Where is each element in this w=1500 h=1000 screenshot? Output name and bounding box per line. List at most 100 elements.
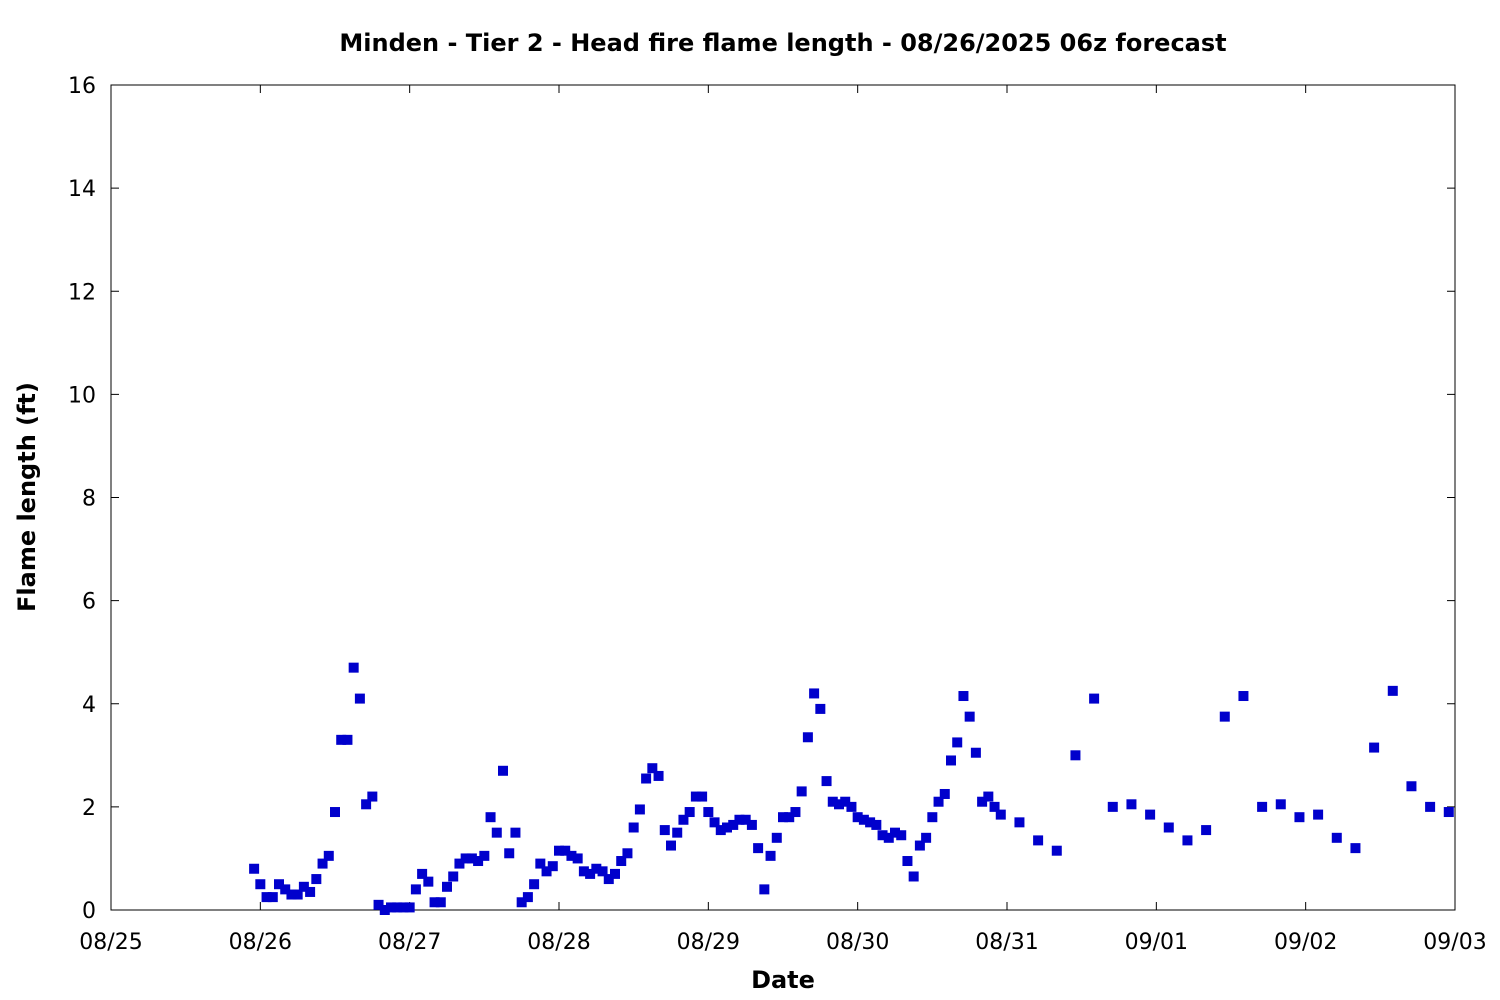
data-point	[1089, 693, 1100, 704]
data-point	[1238, 691, 1249, 702]
data-point	[852, 812, 863, 823]
x-tick-label: 08/30	[826, 930, 889, 955]
data-point	[709, 817, 720, 828]
data-point	[734, 814, 745, 825]
x-tick-label: 08/29	[677, 930, 740, 955]
data-point	[846, 801, 857, 812]
x-tick-label: 09/03	[1423, 930, 1486, 955]
data-point	[336, 734, 347, 745]
data-point	[722, 822, 732, 833]
data-point	[697, 791, 708, 802]
data-point	[827, 796, 838, 807]
y-tick-label: 8	[82, 487, 96, 512]
data-point	[977, 796, 988, 807]
data-point	[585, 868, 596, 879]
data-point	[728, 819, 739, 830]
x-axis-label: Date	[751, 966, 815, 994]
data-point	[417, 868, 428, 879]
data-point	[1182, 835, 1193, 846]
x-tick-label: 08/25	[79, 930, 142, 955]
data-point	[1051, 845, 1062, 856]
data-point	[1387, 685, 1398, 696]
data-point	[1443, 807, 1454, 818]
data-point	[871, 819, 882, 830]
data-point	[249, 863, 260, 874]
data-point	[535, 858, 546, 869]
data-point	[1219, 711, 1230, 722]
data-point	[759, 884, 770, 895]
data-point	[690, 791, 701, 802]
data-point	[1275, 799, 1286, 810]
data-point	[647, 763, 658, 774]
data-point	[1406, 781, 1417, 792]
data-point	[566, 850, 577, 861]
data-point	[1070, 750, 1081, 761]
data-point	[529, 879, 540, 890]
data-point	[386, 902, 396, 913]
data-point	[896, 830, 907, 841]
data-point	[840, 796, 851, 807]
data-point	[821, 776, 832, 787]
data-point	[641, 773, 652, 784]
y-tick-label: 12	[68, 280, 96, 305]
data-point	[554, 845, 564, 856]
x-axis: 08/25 08/26 08/27 08/28 08/29 08/30 08/31 09/01…	[79, 85, 1487, 955]
data-point	[746, 819, 757, 830]
data-point	[610, 868, 620, 879]
data-point	[1425, 801, 1436, 812]
x-tick-label: 08/27	[378, 930, 441, 955]
data-point	[802, 732, 813, 743]
data-point	[952, 737, 963, 748]
data-point	[659, 825, 670, 836]
data-point	[902, 856, 913, 867]
data-point	[1313, 809, 1324, 820]
data-point	[796, 786, 807, 797]
chart-title: Minden - Tier 2 - Head fire flame length…	[339, 29, 1226, 57]
x-tick-label: 09/01	[1125, 930, 1188, 955]
data-point	[970, 747, 981, 758]
data-point	[634, 804, 645, 815]
y-tick-label: 2	[82, 796, 96, 821]
data-point	[392, 902, 403, 913]
data-point	[1014, 817, 1025, 828]
data-point	[877, 830, 888, 841]
data-point	[809, 688, 820, 699]
x-tick-label: 09/02	[1274, 930, 1337, 955]
data-point	[591, 863, 602, 874]
data-point	[361, 799, 372, 810]
y-tick-label: 4	[82, 693, 96, 718]
data-point	[435, 897, 446, 908]
data-point	[628, 822, 639, 833]
data-point	[578, 866, 589, 877]
data-point	[765, 850, 776, 861]
data-point	[1350, 843, 1361, 854]
data-point	[298, 881, 309, 892]
data-point	[311, 874, 322, 885]
data-point	[603, 874, 614, 885]
data-point	[261, 892, 272, 903]
y-tick-label: 10	[68, 383, 96, 408]
data-point	[989, 801, 1000, 812]
y-tick-label: 14	[68, 177, 96, 202]
data-point	[1294, 812, 1305, 823]
data-point	[1126, 799, 1137, 810]
data-point	[410, 884, 421, 895]
data-point	[946, 755, 956, 766]
data-point	[379, 905, 390, 915]
data-point	[292, 889, 303, 900]
data-point	[479, 850, 490, 861]
data-point	[541, 866, 552, 877]
data-point	[790, 807, 801, 818]
data-point	[1201, 825, 1212, 836]
data-point	[771, 832, 782, 843]
data-point	[616, 856, 627, 867]
data-point	[280, 884, 291, 895]
data-point	[784, 812, 795, 823]
data-point	[373, 899, 384, 910]
data-point	[740, 814, 751, 825]
data-point	[522, 892, 533, 903]
data-point	[927, 812, 938, 823]
data-point	[255, 879, 266, 890]
data-point	[342, 734, 353, 745]
data-point	[890, 827, 900, 838]
